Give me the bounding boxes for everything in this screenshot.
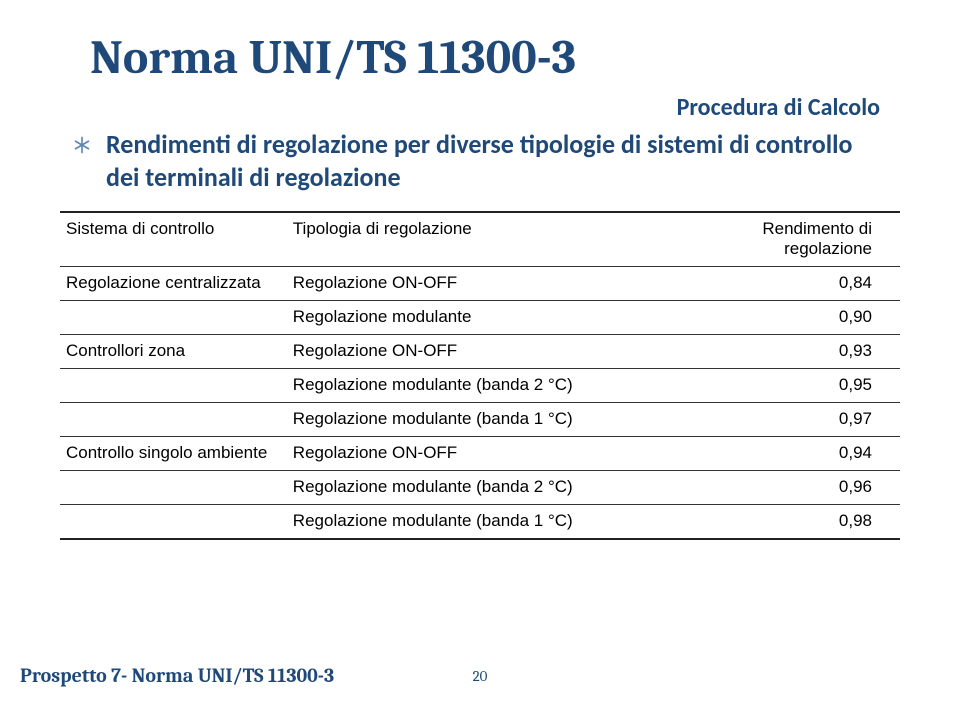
cell-sistema: Regolazione centralizzata [60,267,287,301]
cell-tipologia: Regolazione ON-OFF [287,335,665,369]
cell-sistema: Controllo singolo ambiente [60,437,287,471]
table-row: Regolazione modulante (banda 2 °C) 0,95 [60,369,900,403]
table-row: Regolazione modulante (banda 1 °C) 0,97 [60,403,900,437]
cell-sistema: Controllori zona [60,335,287,369]
page-subtitle: Procedura di Calcolo [60,93,880,122]
table-row: Controllori zona Regolazione ON-OFF 0,93 [60,335,900,369]
cell-sistema [60,505,287,540]
cell-rendimento: 0,98 [665,505,900,540]
cell-tipologia: Regolazione ON-OFF [287,267,665,301]
cell-tipologia: Regolazione modulante (banda 2 °C) [287,369,665,403]
bullet-item: Rendimenti di regolazione per diverse ti… [72,128,888,193]
table-row: Controllo singolo ambiente Regolazione O… [60,437,900,471]
table-caption: Prospetto 7- Norma UNI/TS 11300-3 [20,664,334,687]
cell-sistema [60,369,287,403]
slide-container: Norma UNI/TS 11300-3 Procedura di Calcol… [0,0,960,709]
col-header-sistema: Sistema di controllo [60,212,287,267]
cell-rendimento: 0,96 [665,471,900,505]
asterisk-icon [72,135,92,160]
col-header-rendimento: Rendimento di regolazione [665,212,900,267]
cell-sistema [60,403,287,437]
table-row: Regolazione modulante (banda 2 °C) 0,96 [60,471,900,505]
page-title: Norma UNI/TS 11300-3 [90,30,900,85]
cell-sistema [60,301,287,335]
cell-tipologia: Regolazione modulante (banda 1 °C) [287,403,665,437]
cell-tipologia: Regolazione modulante (banda 2 °C) [287,471,665,505]
cell-tipologia: Regolazione modulante (banda 1 °C) [287,505,665,540]
footer: Prospetto 7- Norma UNI/TS 11300-3 20 [20,664,940,687]
col-header-tipologia: Tipologia di regolazione [287,212,665,267]
cell-tipologia: Regolazione modulante [287,301,665,335]
cell-rendimento: 0,84 [665,267,900,301]
cell-tipologia: Regolazione ON-OFF [287,437,665,471]
cell-sistema [60,471,287,505]
table-row: Regolazione modulante (banda 1 °C) 0,98 [60,505,900,540]
bullet-text: Rendimenti di regolazione per diverse ti… [106,128,888,193]
table-row: Regolazione centralizzata Regolazione ON… [60,267,900,301]
table-row: Regolazione modulante 0,90 [60,301,900,335]
table-header-row: Sistema di controllo Tipologia di regola… [60,212,900,267]
cell-rendimento: 0,93 [665,335,900,369]
cell-rendimento: 0,94 [665,437,900,471]
table-container: Sistema di controllo Tipologia di regola… [60,211,900,540]
cell-rendimento: 0,97 [665,403,900,437]
cell-rendimento: 0,90 [665,301,900,335]
cell-rendimento: 0,95 [665,369,900,403]
page-number: 20 [473,667,488,685]
rendimenti-table: Sistema di controllo Tipologia di regola… [60,211,900,540]
